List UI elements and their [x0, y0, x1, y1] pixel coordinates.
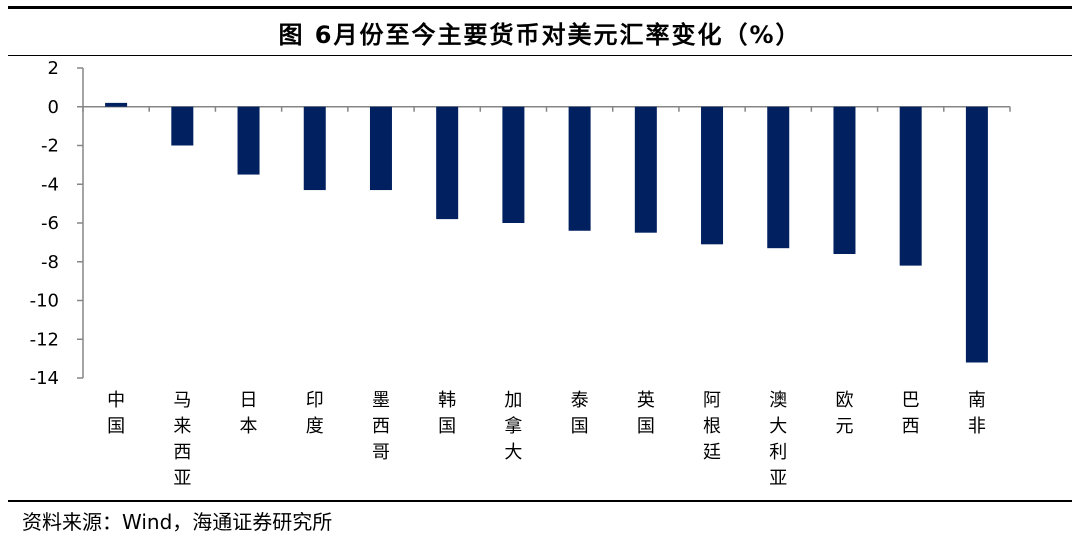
category-label: 巴西 — [902, 390, 920, 437]
title-bottom-rule — [8, 55, 1072, 56]
source-top-rule — [8, 500, 1072, 502]
chart-title: 图 6月份至今主要货币对美元汇率变化（%） — [278, 21, 802, 49]
y-tick-label: -14 — [30, 368, 59, 389]
title-top-rule — [8, 6, 1072, 9]
category-label: 英国 — [637, 390, 655, 437]
y-tick-label: 2 — [48, 58, 59, 79]
bar — [965, 106, 988, 363]
category-label: 马来西亚 — [173, 390, 191, 489]
title-bar: 图 6月份至今主要货币对美元汇率变化（%） — [8, 6, 1072, 56]
y-tick-label: -8 — [41, 252, 59, 273]
category-label: 欧元 — [835, 390, 853, 437]
bar — [899, 106, 922, 266]
bar — [634, 106, 657, 233]
bar — [237, 106, 260, 175]
source-note: 资料来源：Wind，海通证券研究所 — [22, 510, 333, 534]
bar — [701, 106, 724, 245]
category-label: 澳大利亚 — [769, 390, 787, 489]
y-tick-label: -2 — [41, 136, 59, 157]
category-label: 南非 — [968, 390, 986, 437]
bar — [303, 106, 326, 191]
bar — [436, 106, 459, 220]
bar-chart: 2 0 -2 -4 -6 -8 -10 -12 -14 中国 马来西亚 日本 印度 墨西哥 韩国 加拿大 泰国 英… — [30, 58, 1011, 489]
y-tick-label: -6 — [41, 213, 59, 234]
category-label: 中国 — [107, 390, 125, 437]
bar — [105, 102, 128, 107]
category-label: 阿根廷 — [703, 390, 721, 463]
y-tick-label: -12 — [30, 329, 59, 350]
bar — [767, 106, 790, 249]
category-label: 泰国 — [571, 390, 589, 437]
category-label: 韩国 — [438, 390, 456, 437]
bar — [568, 106, 591, 231]
bar — [502, 106, 525, 223]
category-label: 加拿大 — [504, 390, 522, 463]
bar — [171, 106, 194, 146]
category-label: 墨西哥 — [372, 390, 390, 463]
category-label: 印度 — [306, 390, 324, 437]
source-bar: 资料来源：Wind，海通证券研究所 — [8, 500, 1072, 534]
category-label: 日本 — [240, 390, 258, 437]
y-tick-label: 0 — [48, 97, 59, 118]
y-tick-label: -4 — [41, 174, 59, 195]
y-tick-label: -10 — [30, 291, 59, 312]
bar — [369, 106, 392, 191]
bar — [833, 106, 856, 254]
